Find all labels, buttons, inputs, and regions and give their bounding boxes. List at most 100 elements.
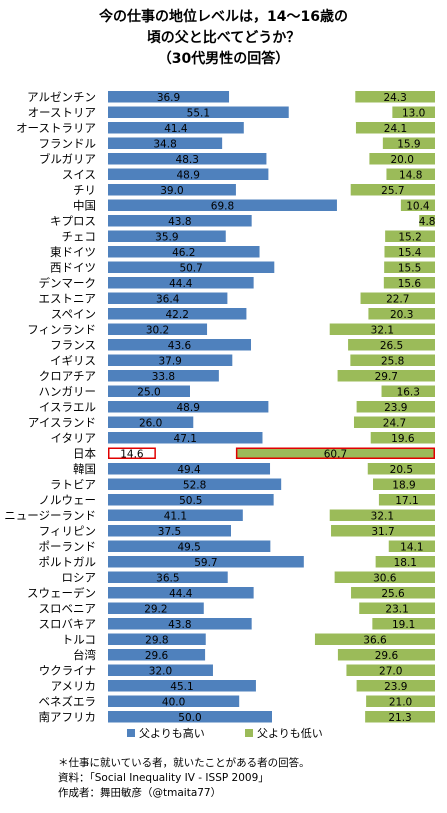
category-label: トルコ (62, 632, 96, 646)
bar-lower (331, 525, 435, 537)
bar-higher (108, 106, 289, 118)
data-label-higher: 32.0 (149, 665, 172, 677)
bar-lower (359, 602, 435, 614)
data-label-lower: 19.6 (391, 433, 415, 445)
bar-higher (108, 184, 236, 196)
bar-lower (337, 649, 435, 661)
data-label-lower: 32.1 (371, 510, 394, 522)
bar-lower (384, 246, 435, 258)
data-label-lower: 25.7 (381, 185, 404, 197)
data-label-lower: 23.1 (385, 603, 408, 615)
data-label-higher: 49.5 (177, 541, 200, 553)
data-label-lower: 24.3 (383, 92, 406, 104)
data-label-higher: 36.4 (156, 293, 180, 305)
data-label-lower: 24.1 (384, 123, 407, 135)
category-label: ポーランド (39, 539, 97, 553)
bar-higher (108, 416, 194, 428)
legend-label-lower: 父よりも低い (257, 727, 323, 740)
bar-higher (108, 618, 252, 630)
bar-higher (108, 494, 274, 506)
category-label: スロバキア (39, 617, 97, 631)
category-label: アイスランド (28, 415, 96, 429)
bar-higher (108, 432, 263, 444)
data-label-higher: 50.5 (179, 495, 202, 507)
category-label: アメリカ (51, 679, 96, 693)
bar-higher-highlight (108, 447, 156, 459)
category-label: フランス (50, 338, 96, 352)
bar-lower (329, 323, 435, 335)
bar-higher (108, 91, 230, 103)
bar-higher (108, 680, 256, 692)
data-label-higher: 43.8 (168, 216, 191, 228)
bar-lower (353, 416, 435, 428)
data-label-lower: 15.5 (398, 262, 421, 274)
bar-lower (356, 680, 435, 692)
chart-title-line2: 頃の父と比べてどうか？ (146, 30, 301, 46)
data-label-higher: 33.8 (152, 371, 175, 383)
data-label-higher: 39.0 (160, 185, 183, 197)
data-label-higher: 45.1 (170, 681, 193, 693)
bar-lower (334, 571, 435, 583)
bar-lower (350, 184, 435, 196)
bar-lower (372, 618, 435, 630)
data-label-higher: 50.7 (179, 262, 202, 274)
bar-higher (108, 602, 204, 614)
data-label-lower: 29.7 (375, 371, 398, 383)
bar-higher (108, 277, 254, 289)
data-label-higher: 26.0 (139, 417, 162, 429)
bar-lower (419, 215, 435, 227)
data-label-lower: 21.0 (389, 696, 412, 708)
data-label-higher: 36.9 (157, 92, 180, 104)
data-label-higher: 14.6 (120, 448, 144, 460)
bar-higher (108, 168, 269, 180)
data-label-lower: 15.6 (398, 278, 422, 290)
bar-lower (368, 308, 435, 320)
data-label-lower: 4.8 (419, 216, 436, 228)
bar-lower (365, 711, 435, 723)
category-label: ポルトガル (39, 555, 97, 569)
bar-higher (108, 649, 206, 661)
data-label-lower: 29.6 (375, 650, 399, 662)
bar-higher (108, 509, 243, 521)
data-label-higher: 43.6 (168, 340, 192, 352)
data-label-lower: 23.9 (384, 402, 407, 414)
data-label-higher: 43.8 (168, 619, 191, 631)
bar-lower (392, 106, 435, 118)
category-label: フィリピン (39, 524, 96, 538)
legend-swatch-higher (127, 729, 135, 737)
bar-higher (108, 215, 252, 227)
category-label: オーストラリア (16, 121, 96, 135)
bar-higher (108, 587, 254, 599)
category-label: デンマーク (39, 276, 97, 290)
data-label-lower: 13.0 (402, 107, 425, 119)
bar-lower (329, 509, 435, 521)
data-label-lower: 32.1 (371, 324, 394, 336)
data-label-lower: 15.9 (397, 138, 420, 150)
category-label: エストニア (39, 291, 97, 305)
bar-higher (108, 308, 247, 320)
category-label: イスラエル (39, 400, 96, 414)
category-label: フランドル (39, 136, 97, 150)
bar-lower (385, 230, 435, 242)
bar-lower (356, 401, 435, 413)
category-label: イタリア (50, 431, 96, 445)
data-label-lower: 10.4 (406, 200, 430, 212)
bar-lower (388, 540, 435, 552)
bar-higher (108, 323, 208, 335)
data-label-higher: 42.2 (166, 309, 189, 321)
data-label-higher: 29.2 (144, 603, 167, 615)
category-label: ブルガリア (39, 152, 96, 166)
bar-higher (108, 401, 269, 413)
bar-lower (355, 91, 435, 103)
data-label-lower: 60.7 (324, 448, 347, 460)
category-label: 南アフリカ (39, 710, 97, 724)
data-label-higher: 50.0 (178, 712, 201, 724)
data-label-lower: 20.3 (390, 309, 413, 321)
category-label: 韓国 (73, 462, 96, 476)
author-note: 作成者：舞田敏彦（@tmaita77） (58, 787, 222, 799)
data-label-higher: 30.2 (146, 324, 169, 336)
chart-title-line1: 今の仕事の地位レベルは，14～16歳の (99, 9, 348, 25)
data-label-higher: 48.3 (176, 154, 199, 166)
data-label-lower: 31.7 (371, 526, 394, 538)
bar-higher (108, 556, 304, 568)
